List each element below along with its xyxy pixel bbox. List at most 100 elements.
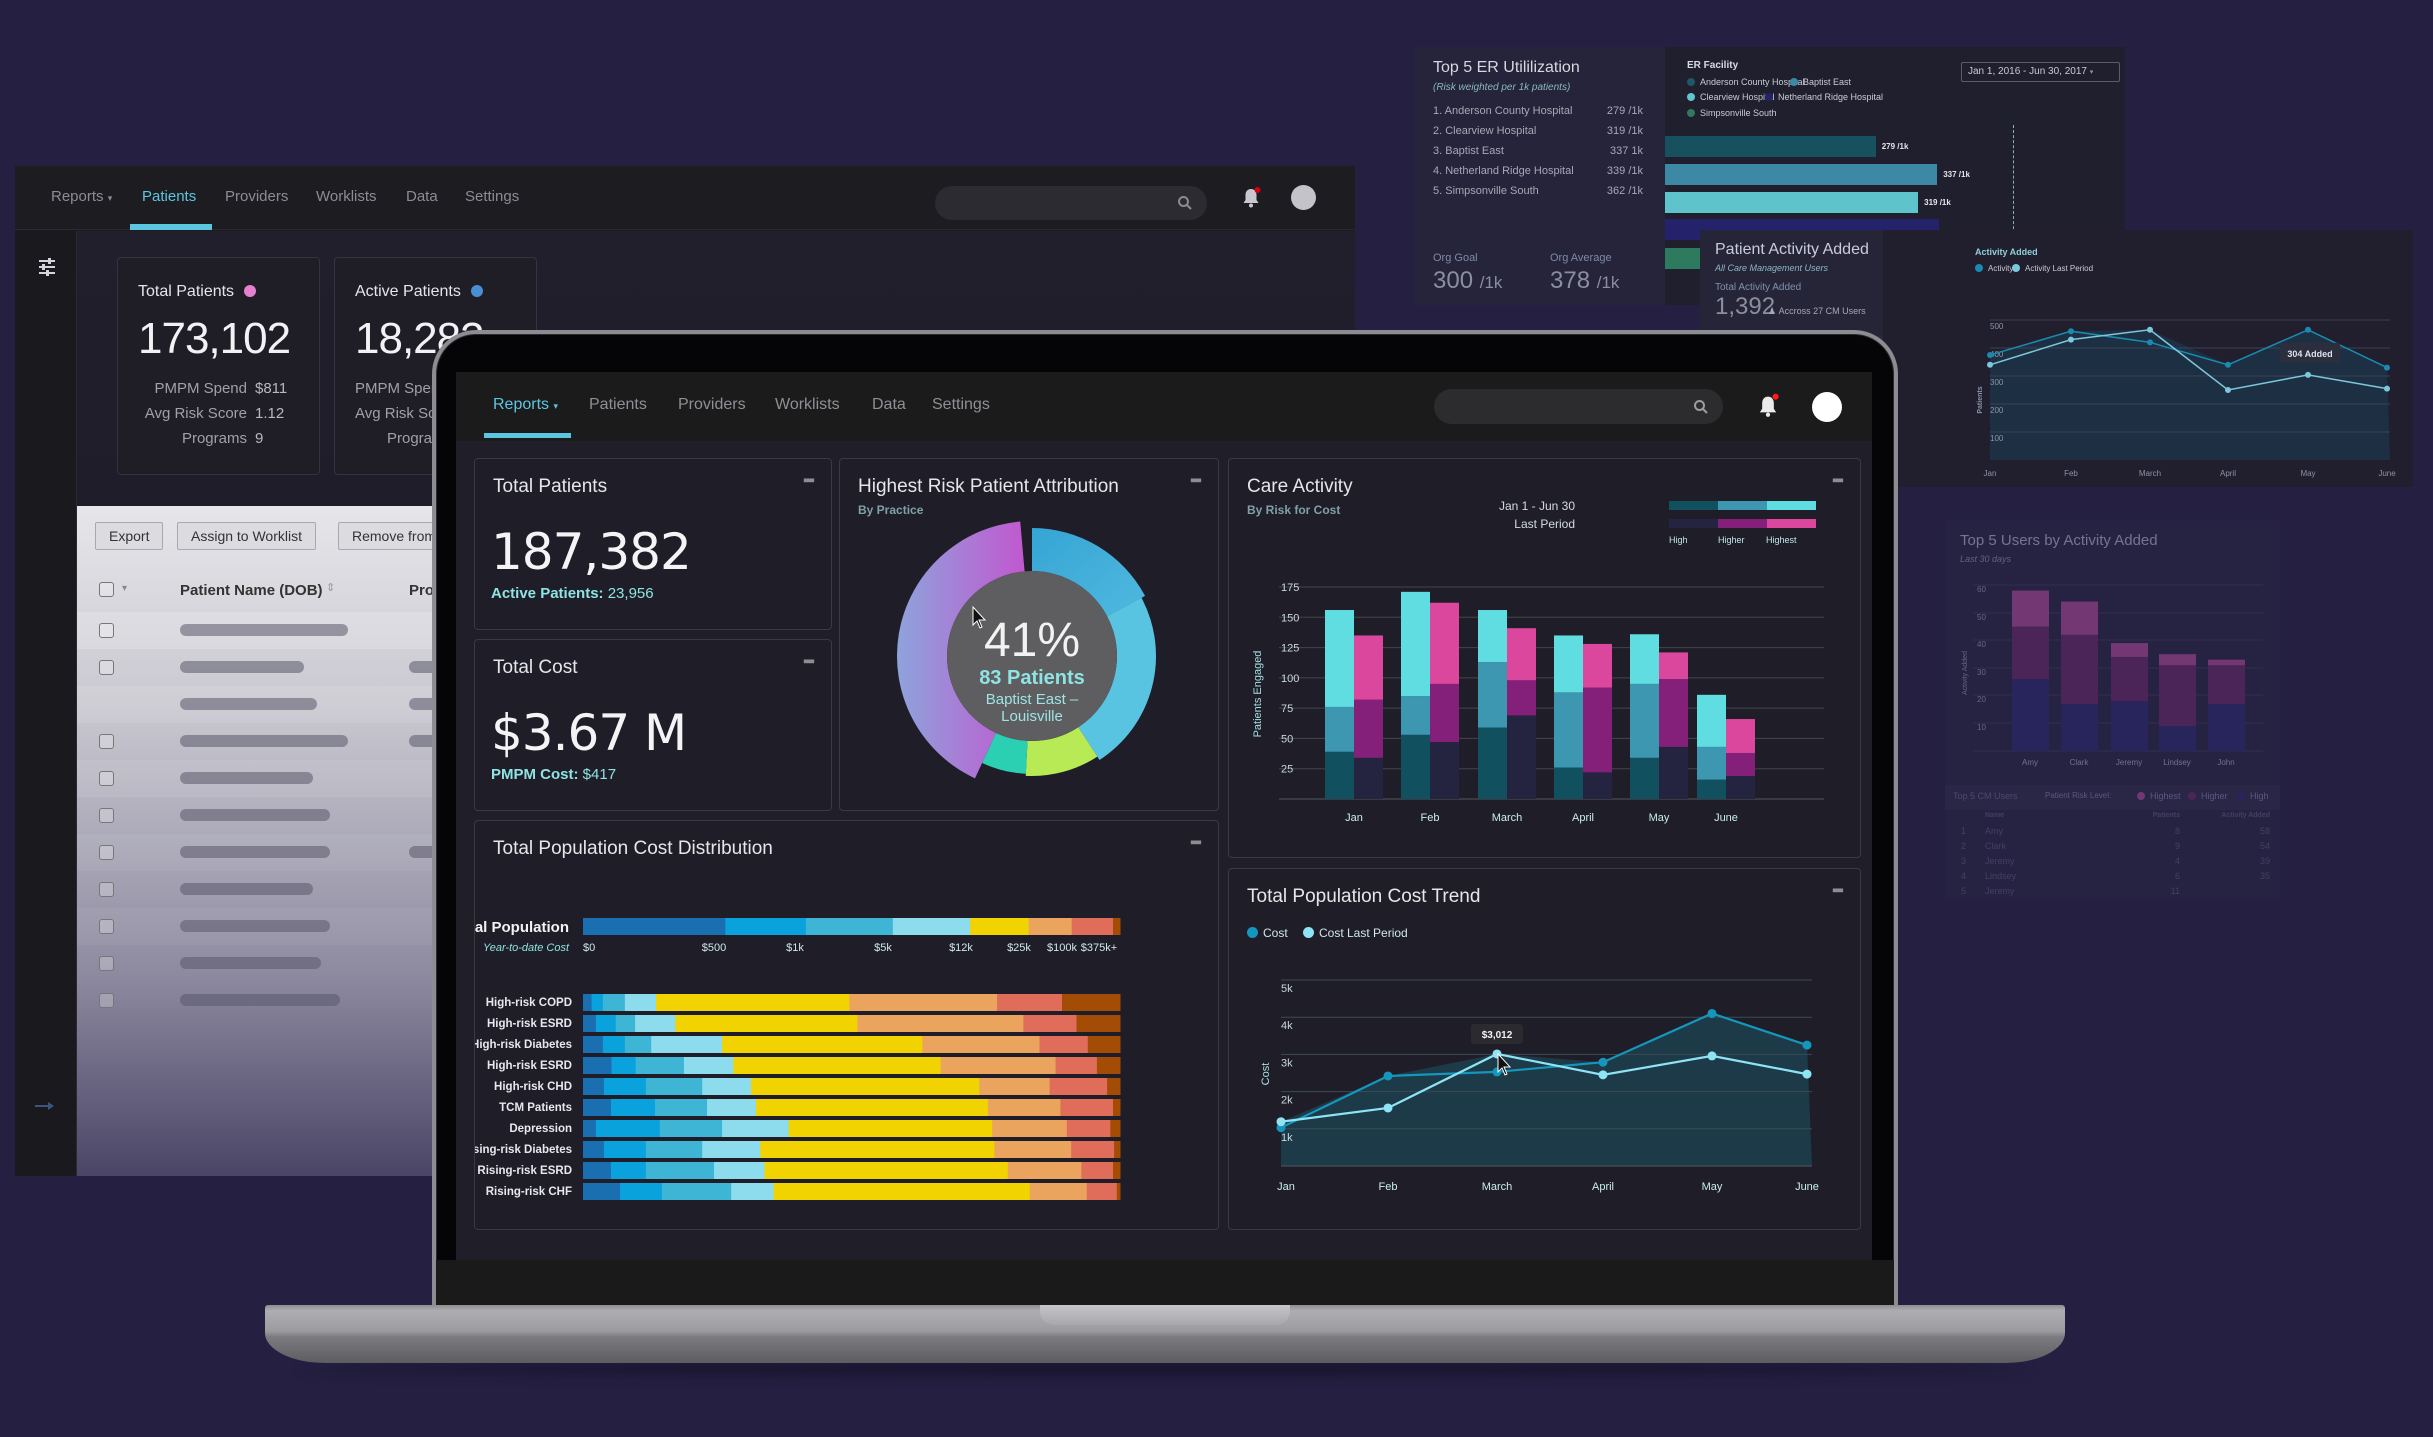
cost-distribution-chart[interactable]: Total Population High-risk COPD High-risk …	[475, 881, 1220, 1221]
row-checkbox[interactable]	[99, 845, 114, 860]
distribution-segment	[731, 1183, 775, 1200]
row-checkbox[interactable]	[99, 734, 114, 749]
nav-settings[interactable]: Settings	[932, 396, 990, 413]
table-row[interactable]	[77, 871, 1355, 908]
nav-reports[interactable]: Reports ▾	[493, 396, 559, 413]
nav-providers[interactable]: Providers	[678, 396, 746, 413]
filter-sliders-icon[interactable]	[37, 257, 57, 277]
chevron-down-icon[interactable]: ▾	[122, 583, 128, 594]
card-title: Total Patients	[493, 476, 608, 497]
row-checkbox[interactable]	[99, 956, 114, 971]
search-input[interactable]	[1434, 389, 1723, 424]
donut-slice	[982, 733, 1028, 774]
distribution-segment	[760, 1141, 995, 1158]
svg-text:March: March	[1492, 812, 1523, 824]
column-patient-name[interactable]: Patient Name (DOB)	[180, 582, 323, 599]
row-checkbox[interactable]	[99, 882, 114, 897]
nav-data[interactable]: Data	[872, 396, 906, 413]
svg-text:75: 75	[1281, 703, 1293, 715]
sort-icon[interactable]: ⇕	[326, 582, 336, 594]
distribution-segment	[788, 1120, 993, 1137]
bar-segment	[1401, 591, 1430, 697]
bg-nav-data[interactable]: Data	[406, 188, 438, 205]
distribution-segment	[659, 1120, 723, 1137]
svg-text:50: 50	[1281, 733, 1293, 745]
stat-row: Programs 9	[181, 430, 264, 447]
bell-icon[interactable]	[1239, 186, 1263, 210]
bg-nav-patients[interactable]: Patients	[142, 188, 197, 205]
export-button[interactable]: Export	[95, 522, 164, 550]
bg-nav-providers[interactable]: Providers	[225, 188, 289, 205]
distribution-segment	[603, 1141, 647, 1158]
svg-text:Feb: Feb	[1379, 1181, 1398, 1193]
more-options-icon[interactable]: ▪▪▪	[1190, 472, 1202, 489]
row-checkbox[interactable]	[99, 660, 114, 675]
row-checkbox[interactable]	[99, 808, 114, 823]
legend-level-high: High	[1669, 535, 1688, 545]
svg-text:Patients: Patients	[1977, 386, 1984, 413]
nav-worklists[interactable]: Worklists	[775, 396, 840, 413]
cost-trend-line-chart[interactable]: 1k 2k 3k 4k 5k Cost Jan Feb March April May June $3,…	[1229, 869, 1862, 1231]
er-bar-label: 279 /1k	[1881, 142, 1909, 151]
svg-text:3k: 3k	[1281, 1057, 1293, 1069]
row-checkbox[interactable]	[99, 993, 114, 1008]
more-options-icon[interactable]: ▪▪▪	[1190, 834, 1202, 851]
svg-text:$500: $500	[702, 942, 726, 954]
bg-nav-reports[interactable]: Reports ▾	[51, 188, 113, 205]
distribution-segment	[1007, 1162, 1082, 1179]
more-options-icon[interactable]: ▪▪▪	[1832, 882, 1844, 899]
total-activity-label: Total Activity Added	[1715, 282, 1802, 293]
more-options-icon[interactable]: ▪▪▪	[803, 472, 815, 489]
stat-row: PMPM Spend	[355, 380, 448, 397]
svg-text:June: June	[1714, 812, 1738, 824]
search-icon[interactable]	[1693, 399, 1709, 415]
bar-segment	[1478, 662, 1507, 728]
date-range-dropdown[interactable]: Jan 1, 2016 - Jun 30, 2017 ▾	[1961, 62, 2120, 82]
activity-line-chart: 100 200 300 400 500 Patients Jan Feb March April M…	[1977, 319, 2396, 478]
distribution-segment	[714, 1162, 766, 1179]
svg-text:300: 300	[1990, 378, 2004, 387]
svg-text:April: April	[2220, 469, 2236, 478]
distribution-segment	[624, 1036, 652, 1053]
user-avatar[interactable]	[1812, 392, 1842, 422]
bg-nav-settings[interactable]: Settings	[465, 188, 520, 205]
area-fill	[1281, 1013, 1812, 1166]
bg-nav-worklists[interactable]: Worklists	[316, 188, 377, 205]
chevron-down-icon: ▾	[553, 401, 559, 411]
top-users-panel: Top 5 Users by Activity Added Last 30 da…	[1945, 520, 2280, 900]
row-checkbox[interactable]	[99, 919, 114, 934]
svg-text:$25k: $25k	[1007, 942, 1031, 954]
attribution-donut-chart[interactable]: 41% 83 Patients Baptist East – Louisvill…	[880, 521, 1180, 801]
svg-text:Jeremy: Jeremy	[2116, 758, 2142, 767]
table-row[interactable]	[77, 797, 1355, 834]
assign-to-worklist-button[interactable]: Assign to Worklist	[177, 522, 316, 550]
bell-icon[interactable]	[1754, 392, 1782, 420]
name-placeholder	[180, 624, 348, 636]
bar-segment	[1630, 757, 1659, 799]
er-list-section: Top 5 ER Utililization (Risk weighted pe…	[1415, 47, 1665, 305]
bar-segment	[1583, 772, 1612, 799]
row-checkbox[interactable]	[99, 771, 114, 786]
more-options-icon[interactable]: ▪▪▪	[803, 653, 815, 670]
nav-patients[interactable]: Patients	[589, 396, 647, 413]
more-options-icon[interactable]: ▪▪▪	[1832, 472, 1844, 489]
table-row[interactable]	[77, 723, 1355, 760]
distribution-segment	[654, 1099, 708, 1116]
row-checkbox[interactable]	[99, 623, 114, 638]
table-row[interactable]	[77, 982, 1355, 1019]
table-row[interactable]	[77, 945, 1355, 982]
distribution-segment	[805, 918, 894, 935]
care-activity-bar-chart[interactable]: 25 50 75 100 125 150 175 Patients Engaged Jan Feb…	[1229, 559, 1862, 859]
svg-text:175: 175	[1281, 582, 1299, 594]
distribution-segment	[722, 1036, 923, 1053]
svg-text:Rising-risk ESRD: Rising-risk ESRD	[477, 1165, 572, 1177]
arrow-right-icon[interactable]	[35, 1101, 55, 1111]
svg-text:100: 100	[1281, 673, 1299, 685]
bg-avatar[interactable]	[1291, 185, 1316, 210]
svg-text:4k: 4k	[1281, 1020, 1293, 1032]
select-all-checkbox[interactable]	[99, 582, 114, 597]
users-table-header-bar: Top 5 CM Users Patient Risk Level: Highe…	[1945, 785, 2280, 810]
donut-slice	[1078, 597, 1156, 760]
bg-search-input[interactable]	[935, 186, 1207, 220]
distribution-segment	[610, 1099, 656, 1116]
